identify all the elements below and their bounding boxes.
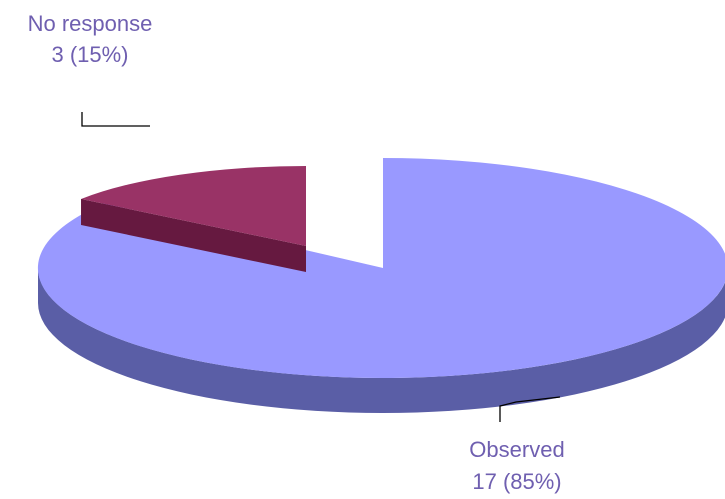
pie-slice-observed-side [38, 268, 725, 413]
slice-label-observed-value: 17 (85%) [472, 469, 561, 494]
pie-slice-observed [37, 158, 725, 378]
slice-label-no-response-name: No response [28, 11, 153, 36]
leader-line-no-response [81, 112, 150, 127]
pie-slice-no-response [81, 166, 306, 246]
slice-label-no-response-value: 3 (15%) [51, 42, 128, 67]
leader-line-observed [499, 396, 561, 422]
pie-slice-no-response-front [81, 199, 306, 272]
slice-label-observed-name: Observed [469, 437, 564, 462]
